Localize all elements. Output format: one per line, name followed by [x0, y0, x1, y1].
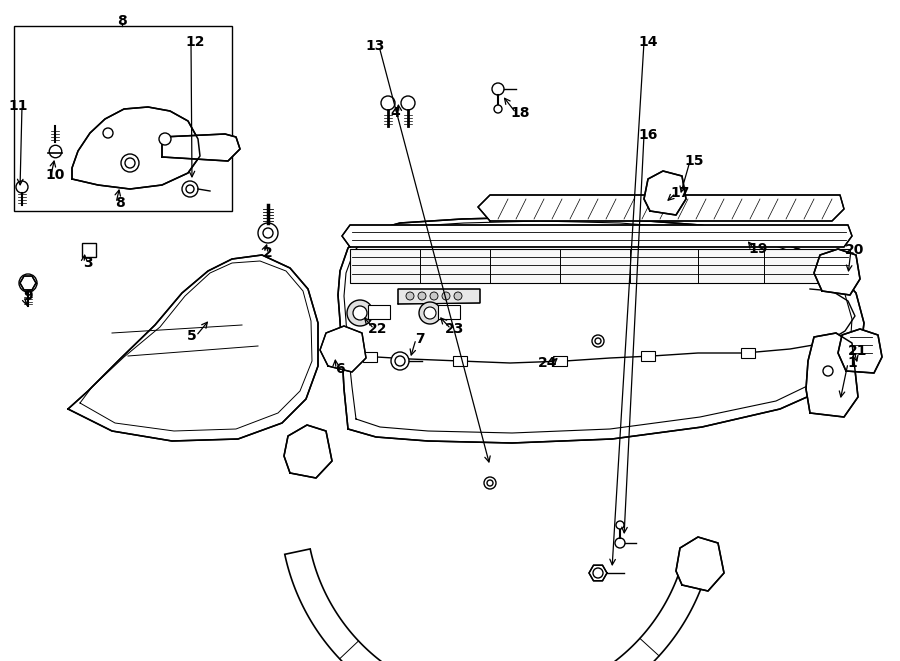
Polygon shape: [20, 276, 36, 290]
Circle shape: [424, 307, 436, 319]
Polygon shape: [338, 217, 864, 443]
Circle shape: [395, 356, 405, 366]
Text: 6: 6: [335, 362, 345, 376]
Circle shape: [494, 105, 502, 113]
Circle shape: [593, 568, 603, 578]
Circle shape: [442, 292, 450, 300]
Polygon shape: [320, 326, 366, 372]
Text: 9: 9: [23, 289, 32, 303]
Polygon shape: [589, 565, 607, 581]
Circle shape: [263, 228, 273, 238]
Text: 19: 19: [748, 242, 768, 256]
Circle shape: [492, 83, 504, 95]
Circle shape: [487, 480, 493, 486]
Text: 12: 12: [185, 35, 205, 49]
Polygon shape: [162, 134, 240, 161]
Bar: [641, 351, 655, 361]
Polygon shape: [398, 289, 480, 304]
Text: 24: 24: [538, 356, 558, 370]
Circle shape: [19, 274, 37, 292]
Circle shape: [419, 302, 441, 324]
Text: 22: 22: [368, 322, 388, 336]
Circle shape: [430, 292, 438, 300]
Bar: [14, 26, 232, 211]
Polygon shape: [68, 255, 318, 441]
Circle shape: [484, 477, 496, 489]
Polygon shape: [814, 249, 860, 295]
Text: 7: 7: [415, 332, 425, 346]
Text: 11: 11: [8, 99, 28, 113]
Circle shape: [381, 96, 395, 110]
Polygon shape: [478, 195, 844, 221]
Bar: [453, 356, 467, 366]
Polygon shape: [72, 107, 200, 189]
Text: 20: 20: [845, 243, 865, 257]
Text: 5: 5: [187, 329, 197, 343]
Bar: [368, 305, 390, 319]
Circle shape: [592, 335, 604, 347]
Polygon shape: [284, 425, 332, 478]
Circle shape: [823, 366, 833, 376]
Polygon shape: [284, 549, 711, 661]
Circle shape: [186, 185, 194, 193]
Text: 10: 10: [45, 168, 65, 182]
Circle shape: [16, 181, 28, 193]
Polygon shape: [838, 329, 882, 373]
Bar: [741, 348, 755, 358]
Polygon shape: [644, 171, 686, 215]
Circle shape: [418, 292, 426, 300]
Bar: [553, 356, 567, 366]
Polygon shape: [342, 225, 852, 247]
Circle shape: [391, 352, 409, 370]
Circle shape: [615, 538, 625, 548]
Text: 17: 17: [670, 186, 689, 200]
Circle shape: [401, 96, 415, 110]
Polygon shape: [806, 333, 858, 417]
Circle shape: [258, 223, 278, 243]
Text: 23: 23: [446, 322, 464, 336]
Circle shape: [347, 300, 373, 326]
Bar: [438, 305, 460, 319]
Text: 13: 13: [365, 39, 384, 53]
Circle shape: [406, 292, 414, 300]
Text: 1: 1: [847, 356, 857, 370]
Bar: [82, 243, 96, 257]
Circle shape: [182, 181, 198, 197]
Text: 21: 21: [848, 344, 868, 358]
Circle shape: [125, 158, 135, 168]
Polygon shape: [676, 537, 724, 591]
Text: 2: 2: [263, 246, 273, 260]
Bar: [363, 352, 377, 362]
Text: 8: 8: [117, 14, 127, 28]
Text: 14: 14: [638, 35, 658, 49]
Circle shape: [159, 133, 171, 145]
Circle shape: [103, 128, 113, 138]
Text: 8: 8: [115, 196, 125, 210]
Text: 16: 16: [638, 128, 658, 142]
Text: 3: 3: [83, 256, 93, 270]
Circle shape: [454, 292, 462, 300]
Circle shape: [121, 154, 139, 172]
Text: 15: 15: [684, 154, 704, 168]
Text: 4: 4: [390, 106, 400, 120]
Bar: [350, 249, 850, 283]
Circle shape: [595, 338, 601, 344]
Circle shape: [616, 521, 624, 529]
Text: 18: 18: [510, 106, 530, 120]
Circle shape: [353, 306, 367, 320]
